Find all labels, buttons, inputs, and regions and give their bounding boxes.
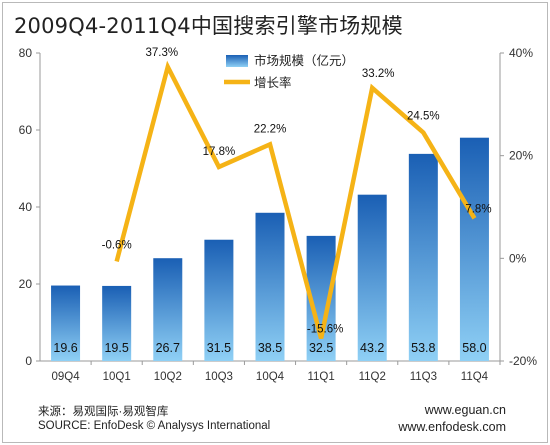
line-value-label: 7.8% — [465, 203, 491, 215]
bar — [408, 153, 438, 361]
bar-value-label: 53.8 — [411, 341, 435, 355]
bar-value-label: 26.7 — [156, 341, 180, 355]
bar — [459, 137, 489, 361]
x-tick-label: 11Q2 — [359, 371, 386, 383]
y-left-tick-label: 40 — [19, 200, 33, 214]
bar-value-label: 19.6 — [53, 341, 77, 355]
legend-line-label: 增长率 — [254, 75, 292, 90]
line-value-label: -15.6% — [307, 323, 343, 335]
x-tick-label: 09Q4 — [51, 371, 80, 383]
bar — [255, 212, 285, 361]
bar — [357, 194, 387, 361]
growth-line — [114, 60, 477, 339]
bar-value-label: 31.5 — [207, 341, 231, 355]
line-value-label: 22.2% — [254, 123, 287, 135]
y-left-tick-label: 0 — [25, 354, 32, 368]
footer-url-enfodesk: www.enfodesk.com — [398, 420, 506, 434]
bar — [153, 258, 183, 361]
y-right-tick-label: 20% — [509, 149, 533, 163]
x-tick-label: 10Q1 — [103, 371, 131, 383]
footer-source-en: SOURCE: EnfoDesk © Analysys Internationa… — [38, 420, 271, 432]
y-left-tick-label: 80 — [19, 46, 33, 60]
bar-value-label: 58.0 — [462, 341, 486, 355]
bar — [102, 285, 132, 361]
bar — [204, 239, 234, 361]
y-right-tick-label: 40% — [509, 46, 533, 60]
legend-bar-swatch — [226, 55, 248, 67]
line-value-label: 33.2% — [362, 68, 395, 80]
x-tick-label: 10Q3 — [205, 371, 233, 383]
chart-title: 2009Q4-2011Q4中国搜索引擎市场规模 — [14, 14, 403, 38]
bar-value-label: 19.5 — [104, 341, 128, 355]
bar-value-label: 43.2 — [360, 341, 384, 355]
bar-value-label: 32.5 — [309, 341, 333, 355]
y-left-tick-label: 20 — [19, 277, 33, 291]
footer-source-cn: 来源：易观国际·易观智库 — [38, 406, 169, 418]
y-right-tick-label: 0% — [509, 251, 527, 265]
line-value-label: 17.8% — [203, 146, 236, 158]
x-tick-label: 11Q3 — [410, 371, 437, 383]
x-tick-label: 10Q2 — [154, 371, 182, 383]
y-right-tick-label: -20% — [509, 354, 537, 368]
bar — [51, 285, 81, 361]
x-tick-label: 10Q4 — [256, 371, 285, 383]
x-tick-label: 11Q1 — [307, 371, 334, 383]
y-left-tick-label: 60 — [19, 123, 33, 137]
line-value-label: 37.3% — [145, 47, 178, 59]
line-value-label: 24.5% — [407, 111, 440, 123]
footer-url-eguan: www.eguan.cn — [424, 403, 506, 417]
x-tick-label: 11Q4 — [461, 371, 489, 383]
bar-value-label: 38.5 — [258, 341, 282, 355]
legend-bar-label: 市场规模（亿元） — [254, 53, 354, 68]
line-value-label: -0.6% — [102, 239, 132, 251]
